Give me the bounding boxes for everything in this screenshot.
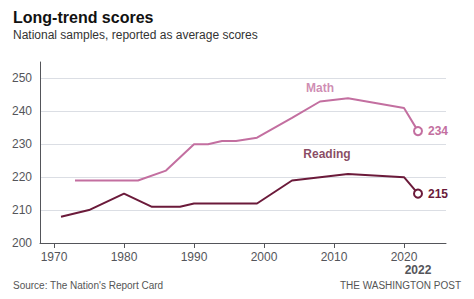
svg-text:240: 240 xyxy=(12,104,32,118)
svg-text:1990: 1990 xyxy=(181,250,208,264)
svg-text:1980: 1980 xyxy=(111,250,138,264)
svg-text:220: 220 xyxy=(12,170,32,184)
svg-text:250: 250 xyxy=(12,71,32,85)
svg-text:215: 215 xyxy=(428,187,448,201)
svg-text:National samples, reported as: National samples, reported as average sc… xyxy=(13,28,258,42)
svg-text:200: 200 xyxy=(12,236,32,250)
svg-text:230: 230 xyxy=(12,137,32,151)
svg-text:1970: 1970 xyxy=(41,250,68,264)
svg-text:2020: 2020 xyxy=(391,250,418,264)
svg-text:234: 234 xyxy=(428,124,448,138)
svg-text:Reading: Reading xyxy=(303,147,350,161)
svg-text:2010: 2010 xyxy=(321,250,348,264)
svg-text:Math: Math xyxy=(306,81,334,95)
svg-text:Source: The Nation's Report Ca: Source: The Nation's Report Card xyxy=(13,280,163,291)
svg-text:THE WASHINGTON POST: THE WASHINGTON POST xyxy=(340,280,461,291)
svg-text:210: 210 xyxy=(12,203,32,217)
svg-text:2000: 2000 xyxy=(251,250,278,264)
svg-text:2022: 2022 xyxy=(405,263,432,277)
svg-text:Long-trend scores: Long-trend scores xyxy=(13,9,154,26)
